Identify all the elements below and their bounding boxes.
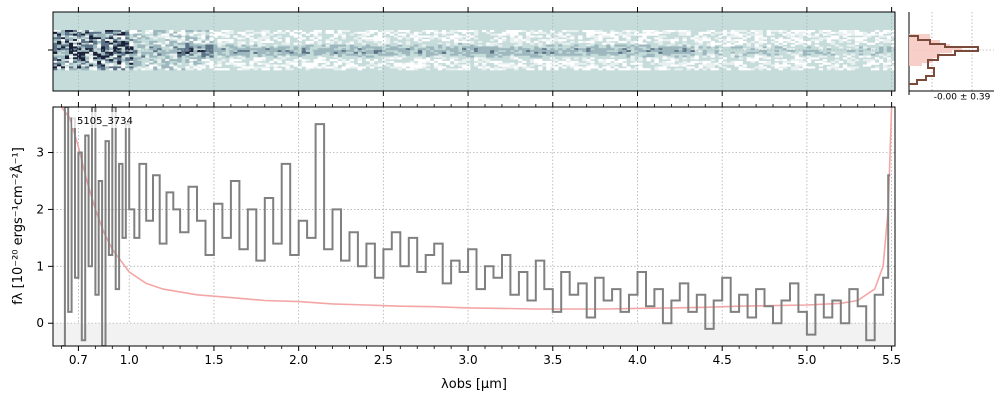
histogram-step — [909, 35, 979, 85]
main-ticks: 0.7 1.0 1.5 2.0 2.5 3.0 3.5 4.0 4.5 5.0 5.5 0 1 2 3 — [36, 102, 901, 367]
y-tick-label: 2 — [36, 202, 44, 216]
two-d-frame — [52, 11, 896, 92]
y-tick-label: 3 — [36, 146, 44, 160]
x-tick-label: 2.5 — [374, 353, 393, 367]
histogram-panel: -0.00 ± 0.39 — [908, 12, 994, 103]
error-line — [60, 107, 893, 310]
zero-band — [53, 323, 895, 346]
x-tick-label: 4.0 — [628, 353, 647, 367]
two-d-pixels — [53, 30, 895, 71]
y-axis-label: fλ [10⁻²⁰ ergs⁻¹cm⁻²Å⁻¹] — [10, 147, 26, 305]
histogram-fill — [909, 34, 962, 66]
x-tick-label: 3.5 — [543, 353, 562, 367]
histogram-annotation: -0.00 ± 0.39 — [934, 93, 991, 103]
x-tick-label: 0.7 — [69, 353, 88, 367]
x-tick-label: 5.5 — [882, 353, 901, 367]
x-tick-label: 4.5 — [713, 353, 732, 367]
y-tick-label: 0 — [36, 316, 44, 330]
two-d-grid — [53, 12, 895, 91]
y-tick-label: 1 — [36, 259, 44, 273]
two-d-spectrum-panel — [48, 7, 896, 96]
spectrum-label: 5105_3734 — [77, 116, 133, 127]
x-tick-label: 1.5 — [204, 353, 223, 367]
x-tick-label: 5.0 — [797, 353, 816, 367]
spectrum-label-box — [72, 112, 142, 128]
x-tick-label: 1.0 — [120, 353, 139, 367]
x-axis-label: λobs [μm] — [441, 377, 507, 392]
two-d-ticks — [48, 7, 893, 96]
main-frame — [52, 106, 896, 347]
main-spectrum-panel: 0.7 1.0 1.5 2.0 2.5 3.0 3.5 4.0 4.5 5.0 5.5 0 1 2 3 51… — [10, 102, 901, 392]
flux-line — [61, 107, 891, 346]
x-tick-label: 2.0 — [289, 353, 308, 367]
x-tick-label: 3.0 — [459, 353, 478, 367]
